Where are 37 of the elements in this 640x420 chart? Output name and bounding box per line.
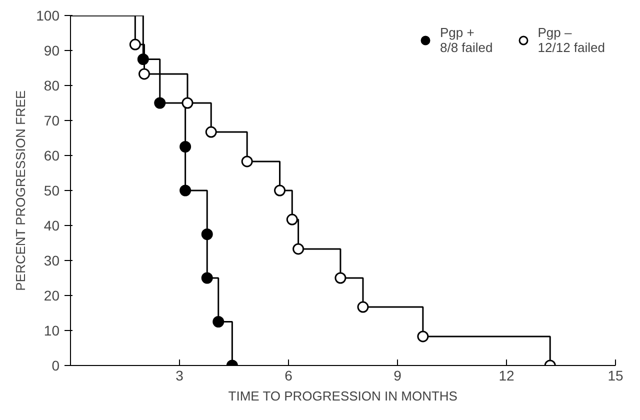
point	[180, 141, 192, 152]
y-tick-label: 70	[44, 112, 60, 128]
x-tick-label: 9	[394, 368, 402, 384]
point	[212, 316, 224, 328]
point	[201, 272, 213, 284]
point	[241, 156, 253, 168]
legend-label: Pgp + 8/8 failed	[440, 25, 493, 55]
y-tick-label: 20	[44, 288, 60, 304]
point	[180, 184, 192, 196]
point	[201, 228, 213, 240]
point	[286, 214, 298, 226]
point	[417, 330, 429, 342]
y-tick-label: 10	[44, 322, 60, 338]
x-tick-label: 3	[176, 368, 184, 384]
x-tick-label: 6	[284, 368, 293, 384]
y-tick-label: 80	[44, 78, 60, 94]
point	[154, 97, 166, 109]
y-tick-label: 40	[44, 218, 60, 234]
y-tick-label: 50	[44, 182, 60, 198]
point	[182, 97, 194, 109]
y-tick-label: 30	[44, 252, 60, 268]
y-axis-title: PERCENT PROGRESSION FREE	[13, 90, 28, 291]
y-tick-label: 60	[44, 148, 60, 164]
legend-label: Pgp – 12/12 failed	[538, 25, 605, 55]
point	[138, 68, 150, 80]
point	[334, 272, 346, 284]
x-axis-title: TIME TO PROGRESSION IN MONTHS	[228, 388, 458, 404]
point	[205, 126, 217, 138]
x-tick-label: 15	[608, 368, 624, 384]
y-tick-label: 100	[36, 8, 60, 24]
point	[292, 243, 304, 255]
x-tick-label: 12	[498, 368, 514, 384]
y-tick-label: 0	[52, 358, 60, 374]
y-tick-label: 90	[44, 42, 60, 58]
point	[274, 184, 286, 196]
point	[357, 301, 369, 313]
point	[129, 38, 141, 50]
